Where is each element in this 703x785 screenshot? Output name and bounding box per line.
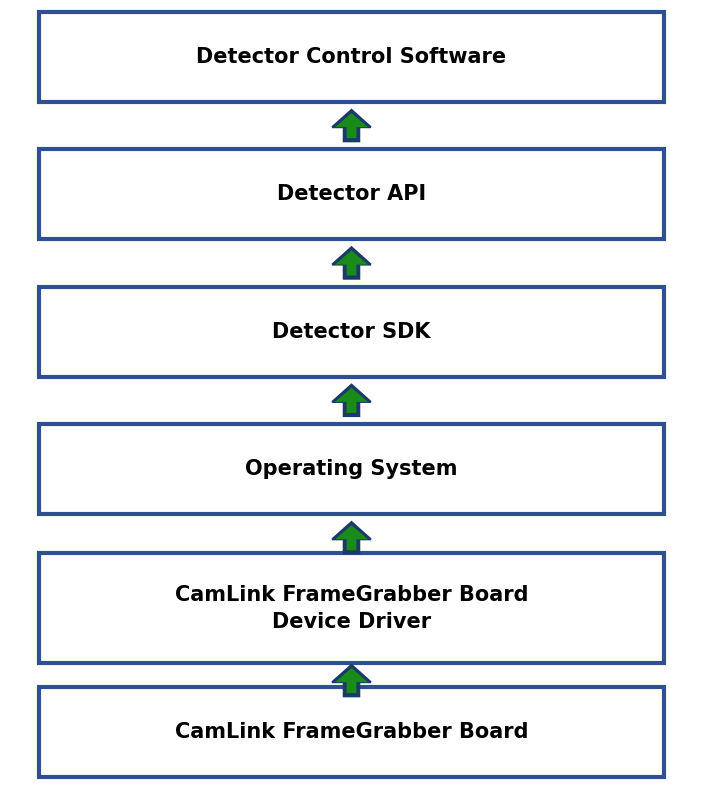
Text: Detector SDK: Detector SDK	[272, 322, 431, 341]
Polygon shape	[335, 113, 368, 138]
Bar	[39, 687, 664, 777]
Bar	[39, 424, 664, 514]
Polygon shape	[332, 522, 371, 553]
Bar	[39, 149, 664, 239]
Polygon shape	[335, 250, 368, 276]
Polygon shape	[332, 385, 371, 416]
Text: Operating System: Operating System	[245, 459, 458, 479]
Text: CamLink FrameGrabber Board: CamLink FrameGrabber Board	[175, 722, 528, 742]
Bar	[39, 12, 664, 102]
Polygon shape	[335, 388, 368, 413]
Bar	[39, 287, 664, 377]
Polygon shape	[335, 525, 368, 550]
Polygon shape	[332, 247, 371, 279]
Polygon shape	[332, 110, 371, 141]
Text: CamLink FrameGrabber Board
Device Driver: CamLink FrameGrabber Board Device Driver	[175, 585, 528, 632]
Polygon shape	[335, 668, 368, 693]
Text: Detector Control Software: Detector Control Software	[196, 47, 507, 67]
Text: Detector API: Detector API	[277, 184, 426, 204]
Bar	[39, 553, 664, 663]
Polygon shape	[332, 665, 371, 696]
